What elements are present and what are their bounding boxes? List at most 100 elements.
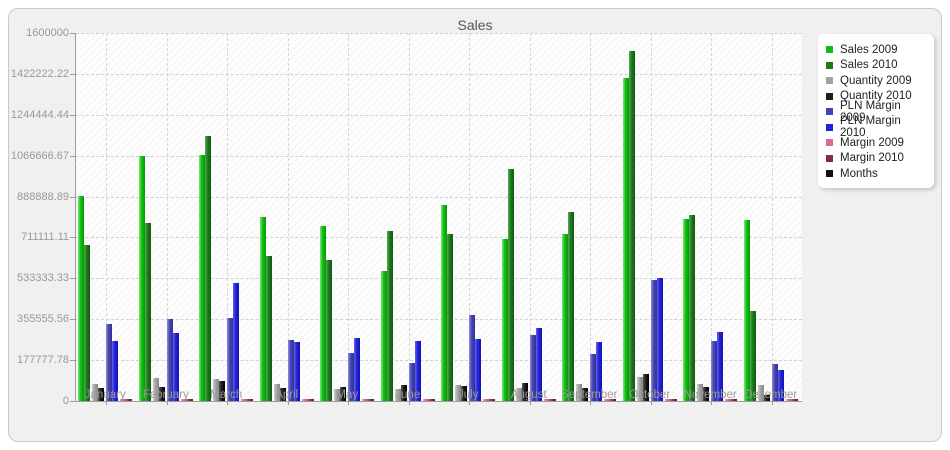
bar[interactable] <box>326 260 333 401</box>
bar[interactable] <box>186 399 193 401</box>
bar[interactable] <box>158 387 165 401</box>
bar[interactable] <box>549 399 556 401</box>
bar[interactable] <box>386 231 393 401</box>
legend-item[interactable]: Margin 2009 <box>826 135 926 151</box>
bar[interactable] <box>717 332 724 401</box>
bar[interactable] <box>348 353 355 401</box>
bar[interactable] <box>144 223 151 401</box>
bar[interactable] <box>475 339 482 401</box>
bar[interactable] <box>354 338 361 401</box>
bar[interactable] <box>368 399 375 401</box>
bar[interactable] <box>400 385 407 401</box>
bar[interactable] <box>622 78 629 401</box>
bar[interactable] <box>562 234 569 401</box>
bar[interactable] <box>428 399 435 401</box>
bar[interactable] <box>543 399 550 401</box>
bar[interactable] <box>489 399 496 401</box>
bar[interactable] <box>227 318 234 401</box>
bar[interactable] <box>259 217 266 401</box>
bar[interactable] <box>301 399 308 401</box>
bar[interactable] <box>636 377 643 401</box>
bar[interactable] <box>785 399 792 401</box>
legend-item[interactable]: Quantity 2009 <box>826 73 926 89</box>
bar[interactable] <box>307 399 314 401</box>
legend-item[interactable]: Quantity 2010 <box>826 89 926 105</box>
bar[interactable] <box>92 384 99 401</box>
bar[interactable] <box>604 399 611 401</box>
legend-item[interactable]: Sales 2010 <box>826 58 926 74</box>
bar[interactable] <box>447 234 454 401</box>
bar[interactable] <box>521 383 528 401</box>
bar[interactable] <box>98 388 105 401</box>
bar[interactable] <box>273 384 280 401</box>
bar[interactable] <box>84 245 91 401</box>
bar[interactable] <box>501 239 508 401</box>
bar[interactable] <box>568 212 575 401</box>
bar[interactable] <box>152 378 159 401</box>
bar[interactable] <box>112 341 119 401</box>
bar[interactable] <box>78 196 85 401</box>
bar[interactable] <box>461 386 468 401</box>
bar[interactable] <box>749 311 756 401</box>
bar[interactable] <box>334 389 341 401</box>
bar[interactable] <box>743 220 750 401</box>
legend-item[interactable]: Margin 2010 <box>826 151 926 167</box>
bar[interactable] <box>725 399 732 401</box>
bar[interactable] <box>628 51 635 401</box>
bar[interactable] <box>656 278 663 401</box>
bar[interactable] <box>414 341 421 401</box>
bar[interactable] <box>394 389 401 401</box>
bar[interactable] <box>180 399 187 401</box>
bar[interactable] <box>483 399 490 401</box>
bar[interactable] <box>507 169 514 401</box>
bar[interactable] <box>408 363 415 401</box>
bar[interactable] <box>340 387 347 401</box>
bar[interactable] <box>422 399 429 401</box>
bar[interactable] <box>441 205 448 401</box>
bar[interactable] <box>535 328 542 401</box>
bar[interactable] <box>213 379 220 401</box>
bar[interactable] <box>241 399 248 401</box>
bar[interactable] <box>515 388 522 401</box>
bar[interactable] <box>771 364 778 401</box>
bar[interactable] <box>455 385 462 401</box>
bar[interactable] <box>576 384 583 401</box>
bar[interactable] <box>683 219 690 401</box>
bar[interactable] <box>380 271 387 401</box>
bar[interactable] <box>703 387 710 401</box>
bar[interactable] <box>172 333 179 401</box>
bar[interactable] <box>791 399 798 401</box>
bar[interactable] <box>279 388 286 401</box>
bar[interactable] <box>233 283 240 401</box>
bar[interactable] <box>199 155 206 401</box>
bar[interactable] <box>529 335 536 401</box>
bar[interactable] <box>362 399 369 401</box>
bar[interactable] <box>670 399 677 401</box>
bar[interactable] <box>777 370 784 401</box>
bar[interactable] <box>265 256 272 401</box>
bar[interactable] <box>469 315 476 401</box>
bar[interactable] <box>247 399 254 401</box>
bar[interactable] <box>731 399 738 401</box>
bar[interactable] <box>697 384 704 401</box>
bar[interactable] <box>596 342 603 401</box>
legend-item[interactable]: Sales 2009 <box>826 42 926 58</box>
legend-item[interactable]: Months <box>826 166 926 182</box>
bar[interactable] <box>590 354 597 401</box>
bar[interactable] <box>757 385 764 401</box>
bar[interactable] <box>642 374 649 401</box>
bar[interactable] <box>138 156 145 401</box>
bar[interactable] <box>763 395 770 401</box>
bar[interactable] <box>711 341 718 401</box>
bar[interactable] <box>650 280 657 401</box>
bar[interactable] <box>166 319 173 401</box>
bar[interactable] <box>582 388 589 401</box>
bar[interactable] <box>293 342 300 401</box>
bar[interactable] <box>287 340 294 401</box>
bar[interactable] <box>664 399 671 401</box>
bar[interactable] <box>219 381 226 401</box>
bar[interactable] <box>106 324 113 401</box>
legend-item[interactable]: PLN Margin 2010 <box>826 115 926 139</box>
bar[interactable] <box>610 399 617 401</box>
bar[interactable] <box>320 226 327 401</box>
